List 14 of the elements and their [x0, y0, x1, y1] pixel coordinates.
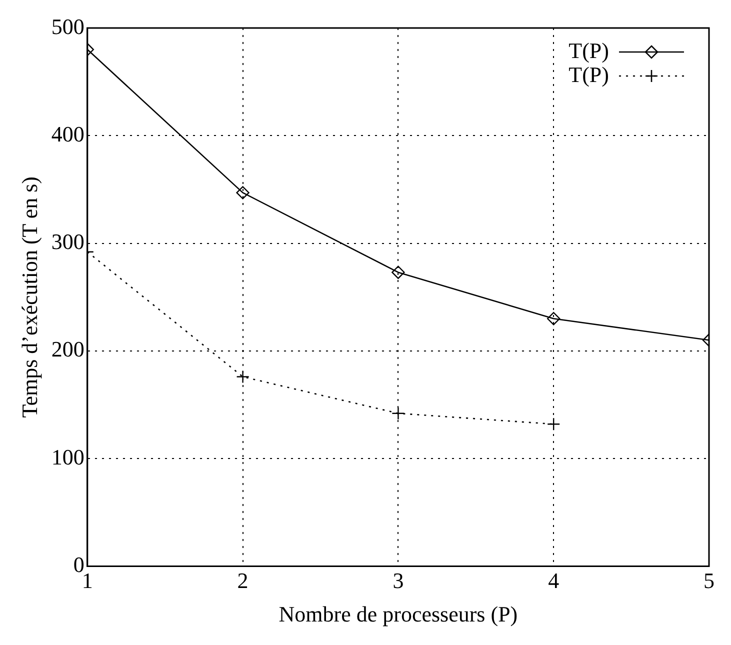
y-tick-label: 300 [51, 229, 84, 254]
legend-label: T(P) [568, 38, 609, 63]
x-tick-label: 3 [392, 568, 404, 594]
x-tick-label: 2 [237, 568, 248, 594]
x-axis-title: Nombre de processeurs (P) [278, 602, 518, 627]
y-tick-label: 0 [73, 552, 84, 577]
x-tick-label: 4 [548, 568, 560, 594]
x-tick-label: 5 [704, 568, 714, 594]
y-tick-label: 500 [51, 14, 84, 39]
legend-label: T(P) [568, 62, 609, 87]
y-axis-title: Temps d’exécution (T en s) [16, 176, 42, 418]
y-tick-label: 100 [51, 444, 84, 470]
y-tick-label: 200 [51, 336, 84, 362]
y-tick-label: 400 [51, 121, 84, 146]
